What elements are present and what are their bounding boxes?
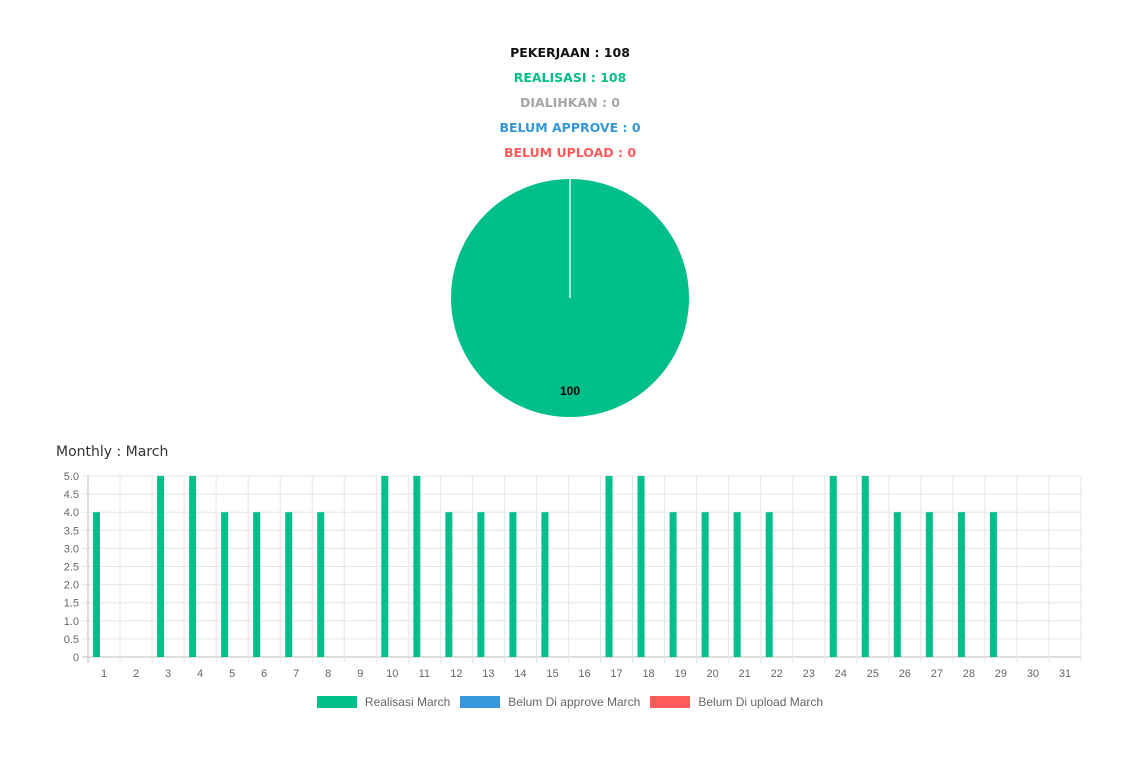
bar-realisasi[interactable] — [509, 512, 517, 657]
bar-realisasi[interactable] — [925, 512, 933, 657]
bar-realisasi[interactable] — [285, 512, 293, 657]
bar-realisasi[interactable] — [413, 476, 421, 657]
dialihkan-count: DIALIHKAN : 0 — [520, 95, 620, 110]
x-tick-label: 5 — [229, 668, 235, 680]
x-tick-label: 24 — [835, 668, 847, 680]
x-tick-label: 17 — [610, 668, 622, 680]
bar-realisasi[interactable] — [317, 512, 325, 657]
x-tick-label: 29 — [995, 668, 1007, 680]
legend-swatch — [316, 696, 357, 708]
bar-realisasi[interactable] — [733, 512, 741, 657]
y-tick-label: 1.5 — [64, 598, 79, 610]
legend-item[interactable]: Realisasi March — [316, 695, 451, 709]
bar-realisasi[interactable] — [893, 512, 901, 657]
x-tick-label: 4 — [197, 668, 203, 680]
bar-realisasi[interactable] — [157, 476, 165, 657]
bar-realisasi[interactable] — [765, 512, 773, 657]
x-tick-label: 26 — [899, 668, 911, 680]
x-tick-label: 16 — [578, 668, 590, 680]
y-tick-label: 4.0 — [64, 507, 79, 519]
bar-realisasi[interactable] — [861, 476, 869, 657]
x-tick-label: 12 — [450, 668, 462, 680]
belum-approve-count: BELUM APPROVE : 0 — [499, 120, 641, 135]
x-tick-label: 1 — [101, 668, 107, 680]
x-tick-label: 20 — [707, 668, 719, 680]
legend-swatch — [650, 696, 691, 708]
y-tick-label: 1.0 — [64, 616, 79, 628]
pie-slice-label: 100 — [560, 384, 580, 398]
bar-realisasi[interactable] — [221, 512, 229, 657]
realisasi-count: REALISASI : 108 — [513, 70, 627, 85]
legend-item[interactable]: Belum Di approve March — [460, 695, 640, 709]
bar-realisasi[interactable] — [477, 512, 485, 657]
y-tick-label: 0 — [73, 652, 79, 664]
monthly-title: Monthly : March — [56, 444, 169, 460]
bar-realisasi[interactable] — [445, 512, 453, 657]
x-tick-label: 28 — [963, 668, 975, 680]
bar-realisasi[interactable] — [989, 512, 997, 657]
x-tick-label: 2 — [133, 668, 139, 680]
x-tick-label: 21 — [739, 668, 751, 680]
bar-realisasi[interactable] — [701, 512, 709, 657]
x-tick-label: 6 — [261, 668, 267, 680]
x-tick-label: 7 — [293, 668, 299, 680]
summary-panel: PEKERJAAN : 108 REALISASI : 108 DIALIHKA… — [0, 42, 1140, 167]
monthly-bar-chart: 00.51.01.52.02.53.03.54.04.55.01 2 3 4 5 6 7 8 9… — [64, 471, 1082, 680]
x-tick-label: 15 — [546, 668, 558, 680]
bar-realisasi[interactable] — [669, 512, 677, 657]
bar-realisasi[interactable] — [957, 512, 965, 657]
legend-swatch — [460, 696, 501, 708]
x-tick-label: 9 — [357, 668, 363, 680]
bar-realisasi[interactable] — [829, 476, 837, 657]
x-tick-label: 23 — [803, 668, 815, 680]
x-tick-label: 27 — [931, 668, 943, 680]
x-tick-label: 11 — [419, 668, 430, 680]
x-tick-label: 13 — [482, 668, 494, 680]
y-tick-label: 3.0 — [64, 543, 79, 555]
x-tick-label: 10 — [386, 668, 398, 680]
belum-upload-count: BELUM UPLOAD : 0 — [503, 145, 637, 160]
y-tick-label: 4.5 — [64, 489, 79, 501]
y-tick-label: 3.5 — [64, 525, 79, 537]
x-tick-label: 3 — [165, 668, 171, 680]
pekerjaan-count: PEKERJAAN : 108 — [510, 45, 630, 60]
legend-label: Belum Di upload March — [698, 695, 824, 709]
y-tick-label: 2.5 — [64, 562, 79, 574]
bar-realisasi[interactable] — [381, 476, 389, 657]
x-tick-label: 18 — [642, 668, 654, 680]
pie-chart: 100 — [451, 179, 689, 417]
chart-legend: Realisasi March Belum Di approve March Bel… — [0, 695, 1140, 711]
bar-realisasi[interactable] — [93, 512, 100, 657]
x-tick-label: 8 — [325, 668, 331, 680]
bar-realisasi[interactable] — [253, 512, 261, 657]
bar-realisasi[interactable] — [541, 512, 549, 657]
x-tick-label: 30 — [1027, 668, 1039, 680]
bar-realisasi[interactable] — [189, 476, 197, 657]
legend-item[interactable]: Belum Di upload March — [650, 695, 823, 709]
y-tick-label: 0.5 — [64, 634, 79, 646]
x-tick-label: 19 — [674, 668, 686, 680]
bar-realisasi[interactable] — [637, 476, 645, 657]
x-tick-label: 14 — [514, 668, 526, 680]
x-tick-label: 31 — [1059, 668, 1071, 680]
y-tick-label: 2.0 — [64, 580, 79, 592]
x-tick-label: 25 — [867, 668, 879, 680]
legend-label: Belum Di approve March — [508, 695, 641, 709]
x-tick-label: 22 — [771, 668, 783, 680]
legend-label: Realisasi March — [364, 695, 451, 709]
bar-realisasi[interactable] — [605, 476, 613, 657]
y-tick-label: 5.0 — [64, 471, 79, 483]
